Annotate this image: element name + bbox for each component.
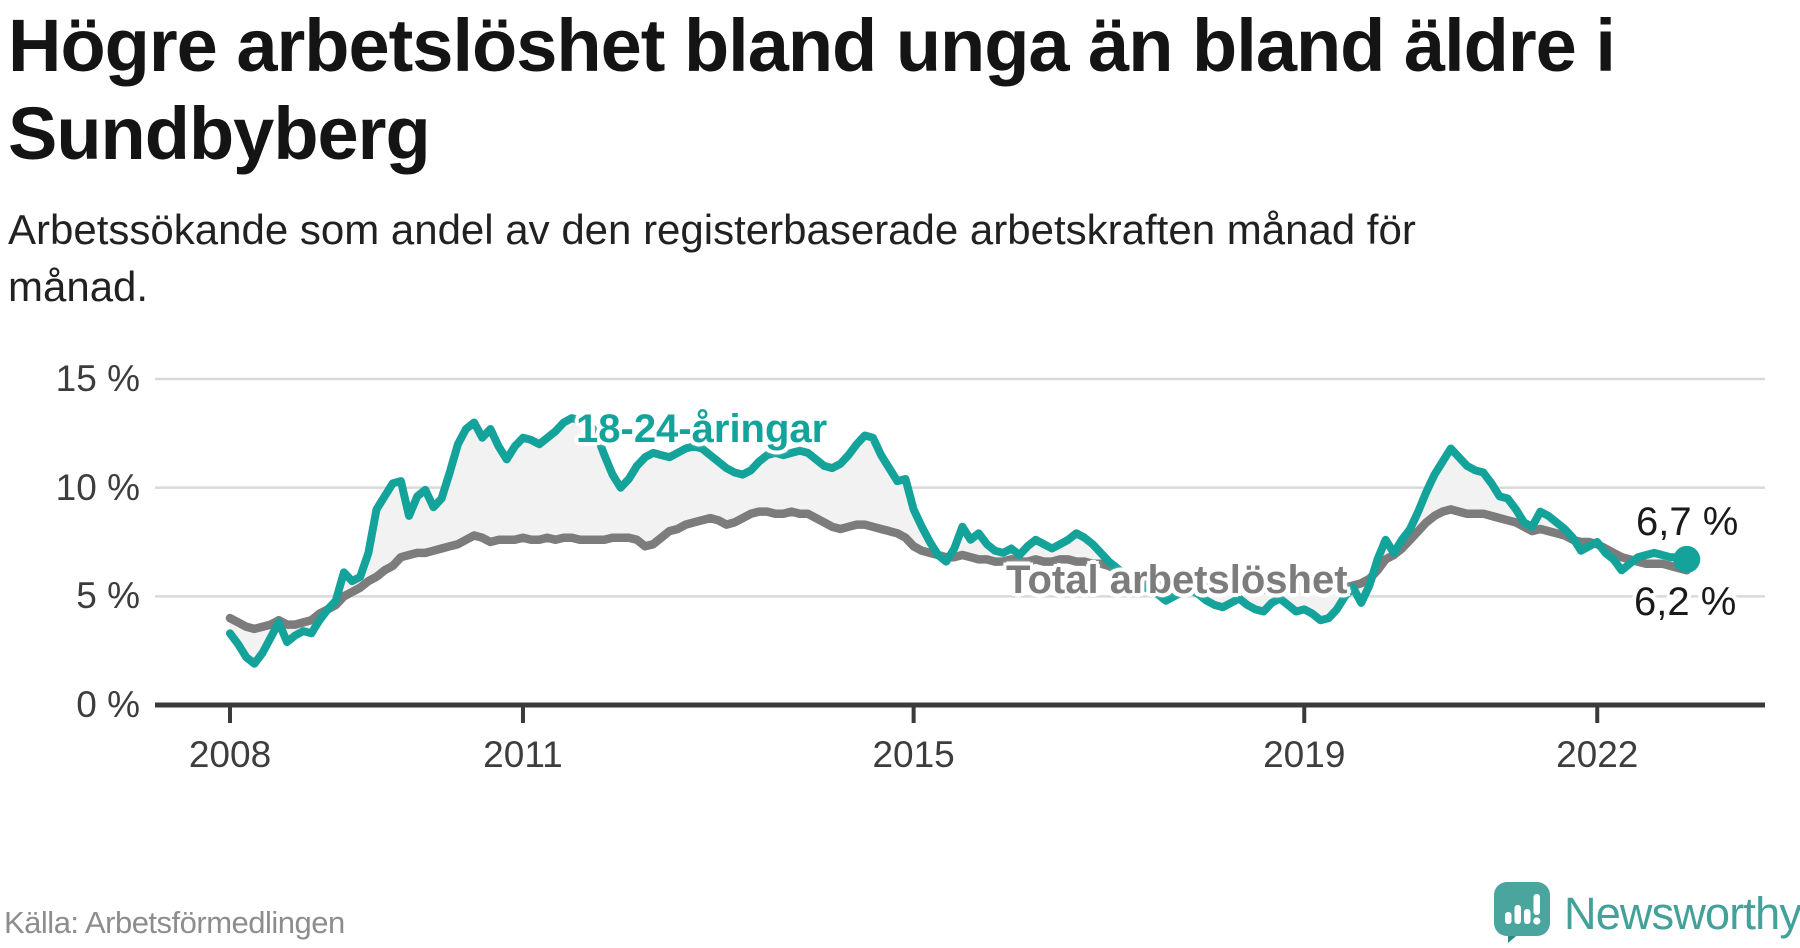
title-line-1: Högre arbetslöshet bland unga än bland ä… xyxy=(8,4,1616,87)
youth-unemployment-line xyxy=(226,414,1691,668)
subtitle-line-2: månad. xyxy=(8,263,149,310)
y-axis-label-15: 15 % xyxy=(55,358,140,399)
series-label-youth: 18-24-åringar xyxy=(576,407,828,451)
end-value-youth: 6,7 % xyxy=(1636,500,1739,544)
x-axis-label-2019: 2019 xyxy=(1263,734,1346,775)
page-title: Högre arbetslöshet bland unga än bland ä… xyxy=(8,2,1788,178)
x-axis-label-2008: 2008 xyxy=(188,734,272,775)
newsworthy-wordmark: Newsworthy xyxy=(1564,888,1800,939)
y-axis-label-5: 5 % xyxy=(76,575,140,617)
y-axis-label-0: 0 % xyxy=(76,684,140,725)
series-label-total: Total arbetslöshet xyxy=(1006,558,1348,602)
source-credit: Källa: Arbetsförmedlingen xyxy=(4,905,345,940)
subtitle-line-1: Arbetssökande som andel av den registerb… xyxy=(8,206,1416,253)
total-unemployment-line xyxy=(225,505,1692,634)
youth-series-end-dot xyxy=(1673,545,1701,573)
chart-subtitle: Arbetssökande som andel av den registerb… xyxy=(8,201,1608,315)
x-axis-label-2022: 2022 xyxy=(1556,734,1639,775)
newsworthy-logo: Newsworthy xyxy=(1494,882,1800,944)
end-value-total: 6,2 % xyxy=(1634,580,1737,624)
x-axis-label-2011: 2011 xyxy=(483,734,563,775)
newsworthy-logo-icon xyxy=(1494,882,1550,943)
y-axis-label-10: 10 % xyxy=(55,466,140,508)
x-axis-label-2015: 2015 xyxy=(872,734,955,775)
title-line-2: Sundbyberg xyxy=(8,92,431,175)
